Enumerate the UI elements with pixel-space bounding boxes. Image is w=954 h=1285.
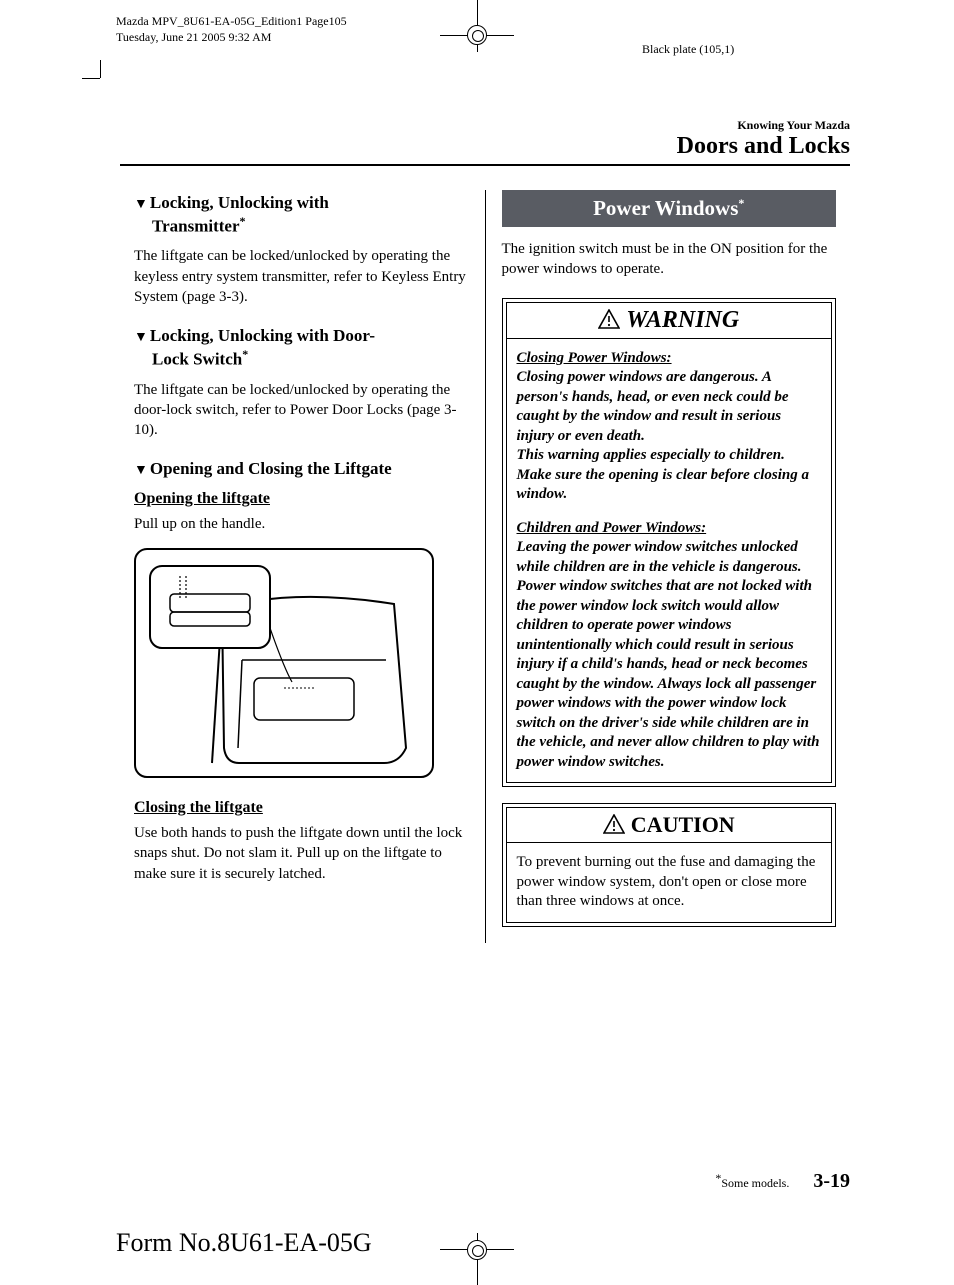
column-divider	[485, 190, 486, 943]
heading-open-close-liftgate: Opening and Closing the Liftgate	[134, 458, 469, 480]
body-locking-doorlock: The liftgate can be locked/unlocked by o…	[134, 380, 469, 441]
caution-title: CAUTION	[631, 812, 735, 837]
doc-date-line: Tuesday, June 21 2005 9:32 AM	[116, 30, 347, 46]
running-head: Knowing Your Mazda Doors and Locks	[120, 118, 850, 160]
footnote-star: *	[240, 214, 246, 228]
registration-mark-bot	[467, 1240, 487, 1260]
heading-line1: Locking, Unlocking with	[150, 193, 329, 212]
right-column: Power Windows* The ignition switch must …	[488, 190, 851, 943]
footnote-some-models: *Some models.	[715, 1171, 789, 1191]
caution-title-row: CAUTION	[506, 807, 833, 843]
warning-triangle-icon	[603, 814, 625, 834]
body-closing-liftgate: Use both hands to push the liftgate down…	[134, 823, 469, 884]
heading-locking-doorlock: Locking, Unlocking with Door- Lock Switc…	[134, 325, 469, 369]
page-content: Knowing Your Mazda Doors and Locks Locki…	[100, 78, 870, 963]
page-footer: *Some models. 3-19	[100, 1170, 870, 1193]
doc-id-line: Mazda MPV_8U61-EA-05G_Edition1 Page105	[116, 14, 347, 30]
heading-line2: Lock Switch	[152, 349, 242, 368]
subheading-opening-liftgate: Opening the liftgate	[134, 490, 469, 508]
left-column: Locking, Unlocking with Transmitter* The…	[120, 190, 483, 943]
warning-title: WARNING	[626, 307, 739, 333]
black-plate-label: Black plate (105,1)	[642, 42, 734, 57]
body-power-windows-intro: The ignition switch must be in the ON po…	[502, 239, 837, 280]
heading-text: Opening and Closing the Liftgate	[150, 459, 392, 478]
liftgate-handle-illustration	[134, 548, 434, 778]
warning-subhead-2: Children and Power Windows:	[517, 520, 707, 536]
caution-body: To prevent burning out the fuse and dama…	[506, 843, 833, 923]
heading-line2: Transmitter	[152, 216, 240, 235]
band-title: Power Windows	[593, 196, 738, 220]
warning-body: Closing Power Windows: Closing power win…	[506, 339, 833, 784]
page-number: 3-19	[813, 1170, 850, 1193]
warning-subhead-1: Closing Power Windows:	[517, 350, 672, 366]
triangle-bullet-icon	[134, 459, 150, 478]
warning-text-2: Leaving the power window switches unlock…	[517, 539, 820, 770]
registration-mark-top	[467, 25, 487, 45]
warning-title-row: WARNING	[506, 302, 833, 339]
running-head-rule	[120, 164, 850, 166]
crop-corner-v	[100, 60, 101, 78]
heading-line1: Locking, Unlocking with Door-	[150, 326, 375, 345]
caution-text: To prevent burning out the fuse and dama…	[517, 853, 822, 912]
running-head-title: Doors and Locks	[120, 133, 850, 160]
form-number: Form No.8U61-EA-05G	[116, 1228, 372, 1258]
footnote-star: *	[242, 347, 248, 361]
two-column-layout: Locking, Unlocking with Transmitter* The…	[120, 190, 850, 943]
warning-text-1: Closing power windows are dangerous. A p…	[517, 369, 789, 444]
warning-box: WARNING Closing Power Windows: Closing p…	[502, 298, 837, 788]
heading-locking-transmitter: Locking, Unlocking with Transmitter*	[134, 192, 469, 236]
footnote-star: *	[738, 196, 744, 210]
triangle-bullet-icon	[134, 193, 150, 212]
running-head-super: Knowing Your Mazda	[120, 118, 850, 133]
subheading-closing-liftgate: Closing the liftgate	[134, 799, 469, 817]
caution-box: CAUTION To prevent burning out the fuse …	[502, 803, 837, 927]
body-locking-transmitter: The liftgate can be locked/unlocked by o…	[134, 246, 469, 307]
warning-text-1b: This warning applies especially to child…	[517, 447, 810, 502]
warning-paragraph-1: Closing Power Windows: Closing power win…	[517, 349, 822, 505]
body-opening-liftgate: Pull up on the handle.	[134, 514, 469, 534]
print-meta: Mazda MPV_8U61-EA-05G_Edition1 Page105 T…	[116, 14, 347, 45]
warning-paragraph-2: Children and Power Windows: Leaving the …	[517, 519, 822, 773]
warning-triangle-icon	[598, 309, 620, 329]
footnote-text: Some models.	[721, 1176, 789, 1190]
crop-corner-h	[82, 78, 100, 79]
triangle-bullet-icon	[134, 326, 150, 345]
section-band-power-windows: Power Windows*	[502, 190, 837, 227]
